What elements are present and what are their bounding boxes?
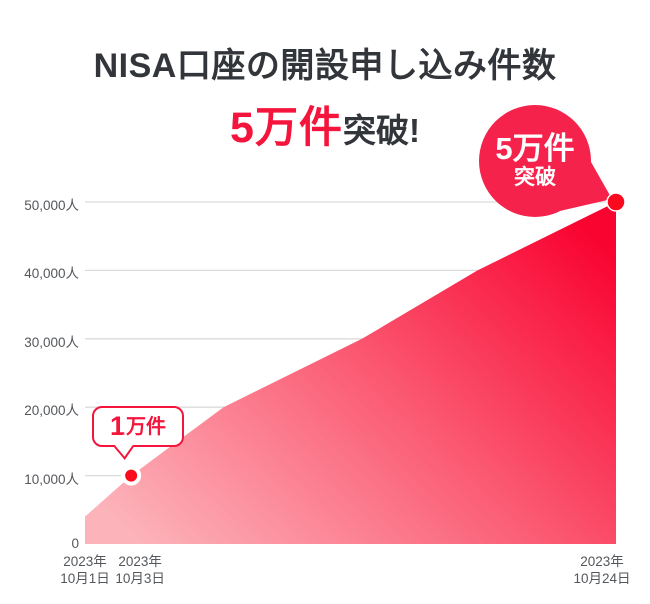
page-title: NISA口座の開設申し込み件数 — [93, 47, 557, 85]
y-tick-label: 40,000人 — [24, 266, 79, 282]
callout-number: 1 — [109, 411, 126, 441]
page-subtitle: 5万件突破! — [0, 93, 650, 155]
badge-sub-text: 突破 — [514, 166, 556, 189]
y-tick-label: 10,000人 — [24, 471, 79, 487]
y-tick-label: 20,000人 — [24, 403, 79, 419]
x-tick-label: 2023年 10月3日 — [115, 554, 165, 586]
milestone-dot-50k — [606, 192, 626, 212]
y-tick-label: 50,000人 — [24, 198, 79, 213]
x-tick-label: 2023年 10月24日 — [573, 554, 631, 586]
y-tick-label: 30,000人 — [24, 334, 79, 350]
subtitle-highlight: 5万件 — [230, 104, 343, 152]
callout-10k: 1 万件 — [92, 406, 184, 447]
milestone-dot-10k — [121, 465, 142, 486]
title-block: NISA口座の開設申し込み件数 5万件突破! — [0, 38, 650, 155]
callout-unit: 万件 — [126, 415, 167, 438]
area-series — [85, 202, 616, 544]
x-tick-label: 2023年 10月1日 — [60, 554, 110, 586]
milestone-badge: 5万件 突破 — [479, 105, 591, 217]
badge-main-text: 5万件 — [495, 131, 575, 166]
y-tick-label: 0 — [71, 536, 79, 551]
subtitle-rest: 突破! — [342, 112, 420, 149]
